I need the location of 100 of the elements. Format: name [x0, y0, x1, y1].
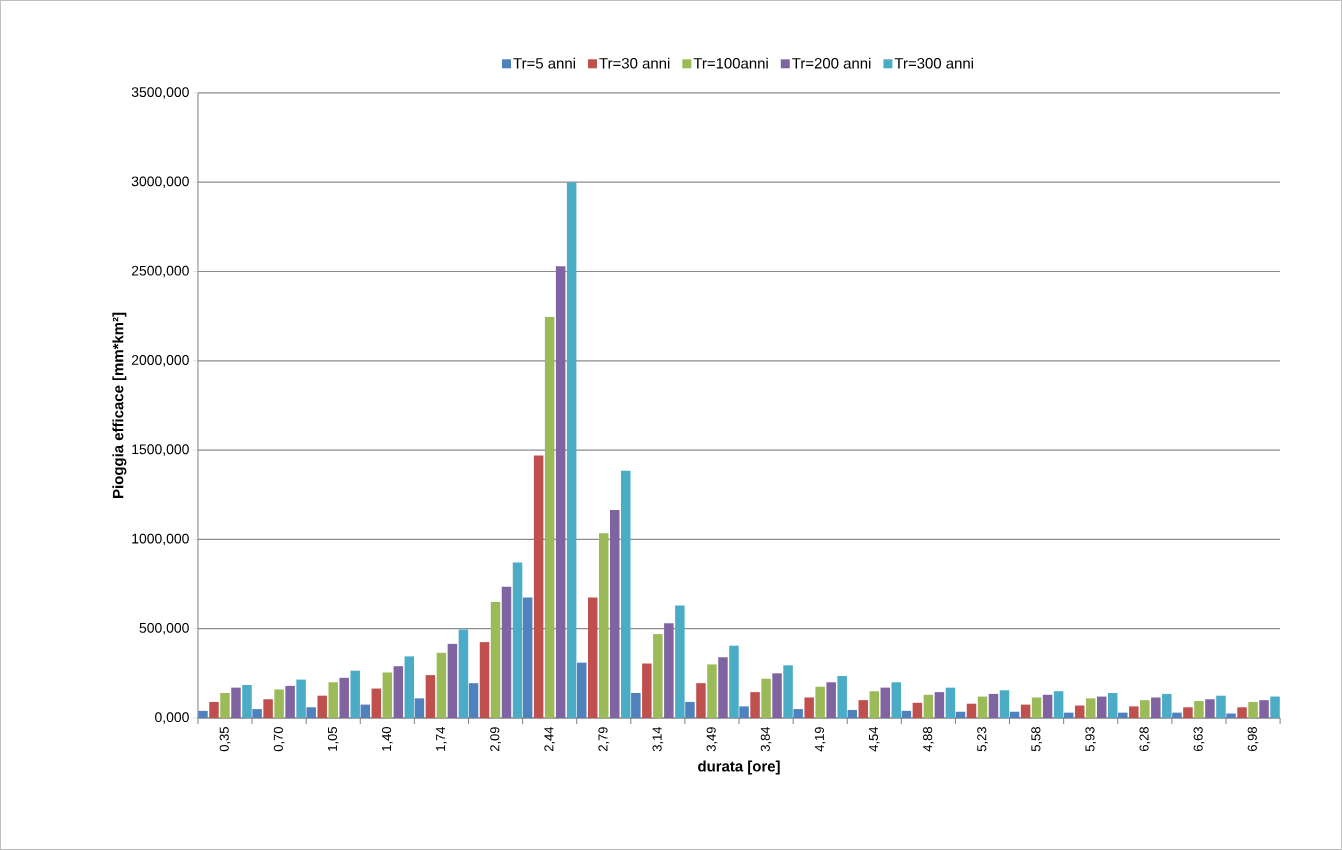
bar [436, 652, 447, 719]
bar [1151, 697, 1161, 719]
bar [555, 266, 566, 719]
bar [393, 666, 404, 719]
bar [718, 657, 728, 719]
bar [642, 663, 652, 719]
bar [858, 700, 869, 719]
bar [1205, 699, 1215, 719]
bar [901, 710, 912, 719]
bar [739, 706, 749, 719]
bar [339, 677, 349, 719]
bar [274, 689, 284, 719]
bar [934, 692, 945, 719]
y-tick-label: 2000,000 [131, 355, 189, 367]
x-tick-label: 3,84 [760, 726, 772, 752]
bar [729, 645, 739, 719]
x-tick-label: 1,05 [327, 727, 339, 751]
bar [350, 670, 360, 719]
bar [414, 698, 425, 719]
bar [576, 662, 587, 719]
bar [1053, 691, 1064, 719]
bar [1020, 704, 1031, 719]
bar [490, 601, 501, 719]
y-tick-label: 1500,000 [132, 444, 189, 456]
bar [804, 697, 814, 719]
x-tick-label: 3,14 [652, 726, 664, 752]
bar [231, 687, 241, 719]
bar [610, 509, 620, 719]
bar [382, 672, 393, 719]
x-tick-label: 4,54 [869, 726, 880, 752]
bar [1226, 713, 1236, 719]
bar [1259, 700, 1269, 719]
bar [1042, 694, 1053, 719]
x-tick-label: 5,23 [977, 727, 988, 752]
bar [1248, 701, 1258, 719]
x-tick-label: 6,98 [1247, 727, 1259, 752]
bar [999, 690, 1010, 719]
bar [955, 711, 966, 719]
bar [458, 629, 469, 719]
legend-label: Tr=200 anni [792, 57, 871, 69]
bar [425, 675, 436, 719]
bar [317, 695, 327, 719]
bar [544, 317, 555, 719]
bar [891, 682, 902, 719]
bar [220, 693, 230, 719]
x-tick-label: 0,70 [273, 727, 285, 752]
x-tick-label: 1,74 [436, 726, 447, 751]
bar [296, 679, 306, 719]
x-tick-label: 5,93 [1085, 727, 1097, 752]
y-tick-label: 3000,000 [131, 176, 189, 188]
bar [468, 683, 479, 719]
legend-label: Tr=5 anni [513, 57, 575, 69]
bar [1162, 693, 1172, 719]
bar [675, 605, 685, 719]
bar [1096, 696, 1107, 719]
bar [522, 597, 533, 719]
x-tick-label: 6,28 [1139, 727, 1151, 752]
bar [1183, 707, 1193, 719]
bar [653, 634, 663, 719]
bar [966, 703, 977, 719]
bar [750, 692, 760, 719]
bar [587, 597, 598, 719]
bar [772, 673, 782, 719]
bar [880, 687, 891, 719]
bar [696, 683, 706, 719]
bar [512, 562, 523, 719]
bar [1237, 707, 1247, 719]
bar [1031, 697, 1042, 719]
bar [1194, 701, 1204, 719]
bar [447, 643, 458, 719]
bar [306, 707, 316, 719]
bar [209, 701, 219, 719]
x-tick-label: 3,49 [706, 727, 718, 752]
y-axis-title: Pioggia efficace [mm*km²] [112, 312, 127, 498]
bar [1009, 711, 1020, 719]
x-tick-label: 4,19 [814, 727, 826, 752]
bar [945, 687, 956, 719]
bar [371, 688, 382, 719]
legend-label: Tr=100anni [693, 57, 768, 69]
bar [912, 702, 923, 719]
bar [869, 691, 880, 719]
bar [1118, 712, 1128, 719]
bar [533, 455, 544, 719]
y-tick-label: 3500,000 [131, 87, 189, 99]
bar [815, 686, 825, 719]
y-tick-label: 500,000 [139, 622, 189, 635]
legend-label: Tr=30 anni [599, 57, 670, 69]
bar [685, 701, 695, 719]
bar [793, 709, 803, 719]
bar [479, 642, 490, 719]
y-tick-label: 1000,000 [132, 533, 189, 546]
bar [1107, 693, 1118, 719]
bar [404, 656, 415, 719]
bar [847, 710, 858, 719]
bar [1140, 700, 1150, 719]
bar [263, 699, 273, 719]
bar [631, 693, 641, 719]
y-tick-label: 2500,000 [131, 265, 189, 278]
bar [1216, 695, 1226, 719]
bar [598, 533, 609, 719]
